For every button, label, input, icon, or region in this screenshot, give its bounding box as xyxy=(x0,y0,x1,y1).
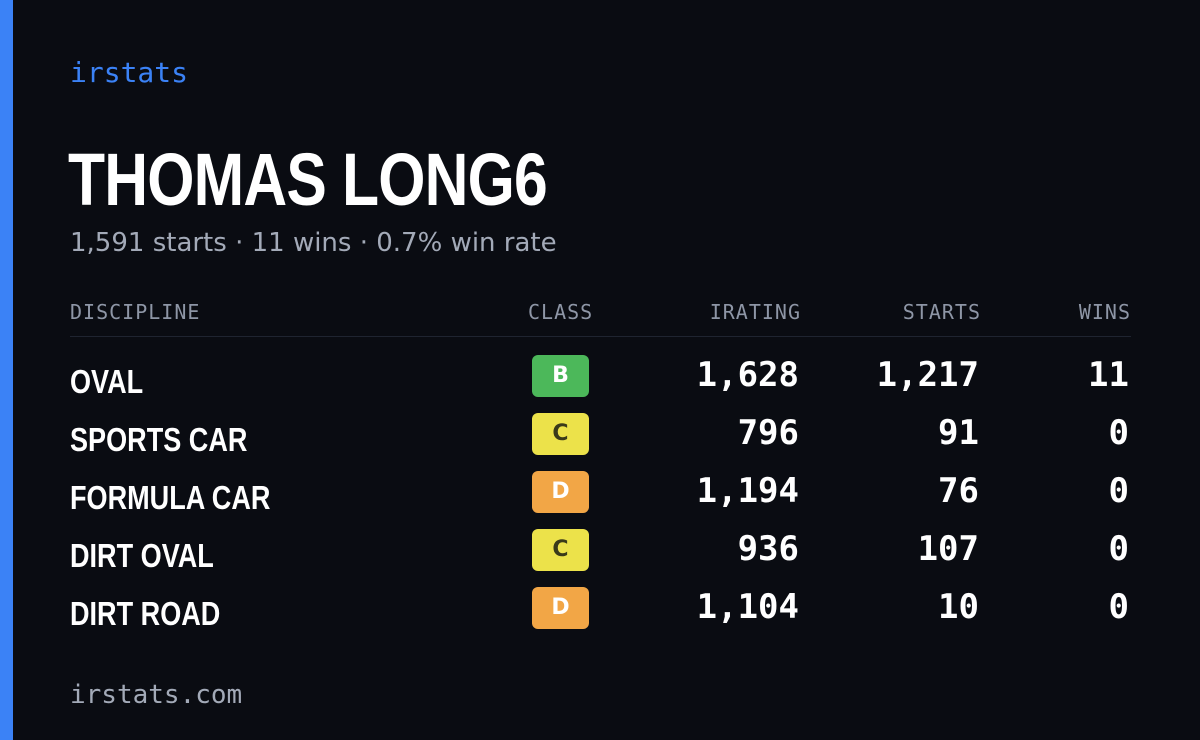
class-badge: D xyxy=(532,587,589,629)
table-row: DIRT ROAD D 1,104 10 0 xyxy=(70,585,1131,643)
discipline-name: OVAL xyxy=(70,363,144,400)
table-row: OVAL B 1,628 1,217 11 xyxy=(70,353,1131,411)
footer-url: irstats.com xyxy=(70,680,243,710)
accent-bar xyxy=(0,0,13,740)
starts-value: 107 xyxy=(917,529,979,569)
irating-value: 796 xyxy=(737,413,799,453)
header-wins: WINS xyxy=(1078,300,1131,324)
discipline-name: DIRT ROAD xyxy=(70,595,221,632)
wins-value: 0 xyxy=(1108,471,1129,511)
class-badge: D xyxy=(532,471,589,513)
table-header: DISCIPLINE CLASS IRATING STARTS WINS xyxy=(70,296,1131,337)
class-badge: C xyxy=(532,529,589,571)
irating-value: 1,628 xyxy=(696,355,799,395)
discipline-name: DIRT OVAL xyxy=(70,537,214,574)
header-starts: STARTS xyxy=(902,300,981,324)
table-row: DIRT OVAL C 936 107 0 xyxy=(70,527,1131,585)
irating-value: 936 xyxy=(737,529,799,569)
table-row: FORMULA CAR D 1,194 76 0 xyxy=(70,469,1131,527)
driver-summary: 1,591 starts · 11 wins · 0.7% win rate xyxy=(70,228,557,258)
starts-value: 1,217 xyxy=(876,355,979,395)
class-badge: C xyxy=(532,413,589,455)
header-discipline: DISCIPLINE xyxy=(70,300,201,324)
discipline-name: FORMULA CAR xyxy=(70,479,271,516)
wins-value: 0 xyxy=(1108,587,1129,627)
wins-value: 11 xyxy=(1088,355,1129,395)
class-badge: B xyxy=(532,355,589,397)
irating-value: 1,104 xyxy=(696,587,799,627)
discipline-table: DISCIPLINE CLASS IRATING STARTS WINS OVA… xyxy=(70,296,1131,643)
starts-value: 76 xyxy=(938,471,979,511)
table-body: OVAL B 1,628 1,217 11 SPORTS CAR C 796 9… xyxy=(70,353,1131,643)
starts-value: 10 xyxy=(938,587,979,627)
driver-name: THOMAS LONG6 xyxy=(68,138,548,221)
starts-value: 91 xyxy=(938,413,979,453)
wins-value: 0 xyxy=(1108,413,1129,453)
header-class: CLASS xyxy=(528,300,594,324)
irating-value: 1,194 xyxy=(696,471,799,511)
table-row: SPORTS CAR C 796 91 0 xyxy=(70,411,1131,469)
header-irating: IRATING xyxy=(709,300,801,324)
brand-logo: irstats xyxy=(70,56,189,89)
discipline-name: SPORTS CAR xyxy=(70,421,248,458)
wins-value: 0 xyxy=(1108,529,1129,569)
